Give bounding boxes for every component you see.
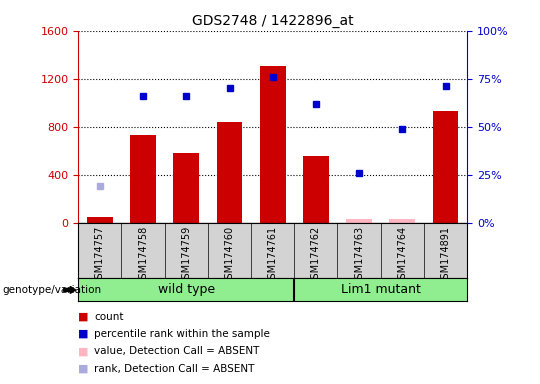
Bar <box>346 219 372 223</box>
Title: GDS2748 / 1422896_at: GDS2748 / 1422896_at <box>192 14 354 28</box>
Text: percentile rank within the sample: percentile rank within the sample <box>94 329 271 339</box>
Text: Lim1 mutant: Lim1 mutant <box>341 283 421 296</box>
Text: count: count <box>94 312 124 322</box>
Bar <box>130 135 156 223</box>
Bar <box>87 217 113 223</box>
Text: GSM174891: GSM174891 <box>441 225 450 285</box>
Text: value, Detection Call = ABSENT: value, Detection Call = ABSENT <box>94 346 260 356</box>
Text: GSM174760: GSM174760 <box>225 225 234 285</box>
Text: wild type: wild type <box>158 283 215 296</box>
Text: rank, Detection Call = ABSENT: rank, Detection Call = ABSENT <box>94 364 255 374</box>
Bar <box>173 153 199 223</box>
Text: genotype/variation: genotype/variation <box>3 285 102 295</box>
Text: ■: ■ <box>78 329 89 339</box>
Text: ■: ■ <box>78 312 89 322</box>
Bar <box>260 66 286 223</box>
Text: GSM174759: GSM174759 <box>181 225 191 285</box>
Text: GSM174758: GSM174758 <box>138 225 148 285</box>
Text: GSM174763: GSM174763 <box>354 225 364 285</box>
Bar <box>433 111 458 223</box>
Text: GSM174757: GSM174757 <box>95 225 105 285</box>
Text: ■: ■ <box>78 364 89 374</box>
Bar <box>389 219 415 223</box>
Text: GSM174762: GSM174762 <box>311 225 321 285</box>
Text: GSM174761: GSM174761 <box>268 225 278 285</box>
Text: GSM174764: GSM174764 <box>397 225 407 285</box>
Bar <box>303 156 329 223</box>
Text: ■: ■ <box>78 346 89 356</box>
Bar <box>217 122 242 223</box>
